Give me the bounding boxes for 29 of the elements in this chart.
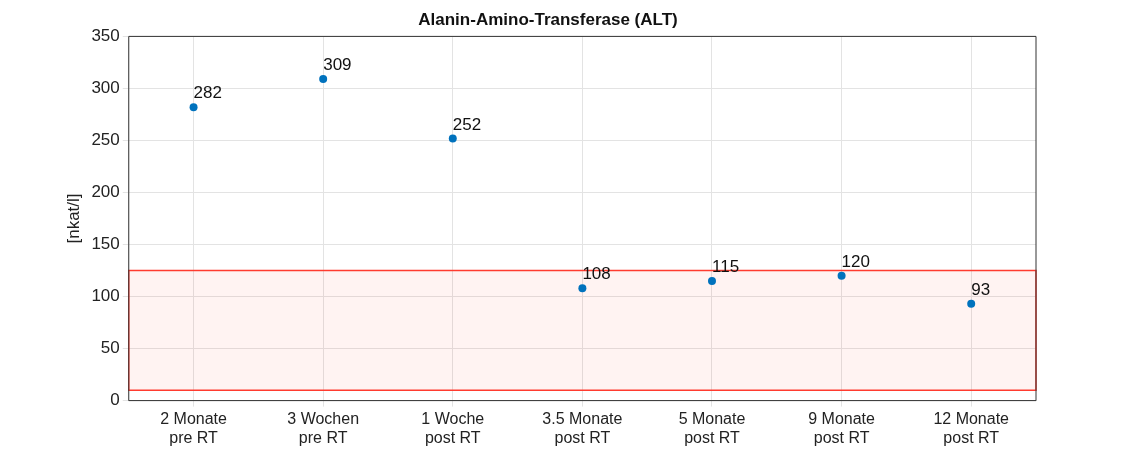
- x-tick-label: 12 Monate post RT: [933, 409, 1010, 446]
- y-tick-label: 350: [91, 26, 120, 46]
- point: [319, 75, 328, 84]
- y-tick-label: 200: [91, 182, 120, 202]
- y-tick-label: 0: [110, 390, 120, 410]
- data-label: 309: [323, 55, 352, 75]
- point: [448, 134, 457, 143]
- y-tick-label: 150: [91, 234, 120, 254]
- point: [578, 284, 587, 293]
- y-tick-label: 250: [91, 130, 120, 150]
- data-label: 252: [452, 114, 482, 134]
- y-tick-label: 100: [91, 286, 120, 306]
- point: [189, 103, 198, 112]
- data-label: 93: [971, 280, 991, 300]
- y-axis-title: [nkat/l]: [63, 193, 83, 244]
- y-tick-label: 50: [100, 338, 120, 358]
- point: [707, 276, 716, 285]
- chart-title: Alanin-Amino-Transferase (ALT): [418, 9, 678, 29]
- point: [837, 271, 846, 280]
- data-label: 120: [841, 251, 870, 271]
- x-tick-label: 3.5 Monate post RT: [542, 409, 623, 446]
- x-tick-label: 3 Wochen pre RT: [287, 409, 360, 446]
- x-tick-label: 1 Woche post RT: [421, 409, 485, 446]
- x-tick-label: 9 Monate post RT: [808, 409, 876, 446]
- point: [967, 299, 976, 308]
- y-tick-label: 300: [91, 78, 120, 98]
- x-tick-label: 5 Monate post RT: [678, 409, 746, 446]
- x-tick-label: 2 Monate pre RT: [160, 409, 228, 446]
- data-label: 282: [193, 83, 222, 103]
